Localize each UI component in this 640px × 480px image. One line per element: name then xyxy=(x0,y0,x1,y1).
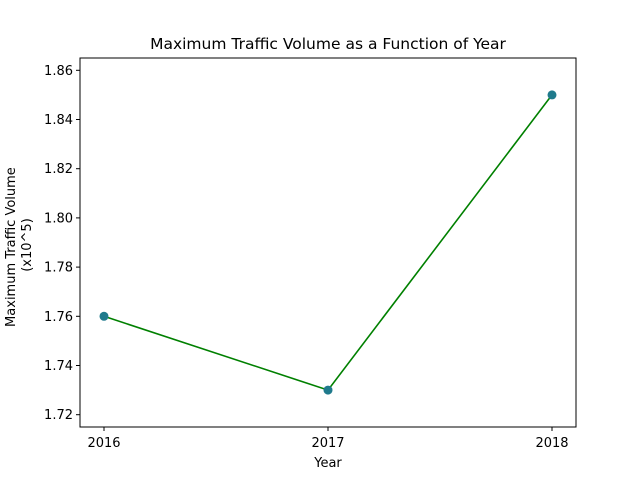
x-tick-label: 2016 xyxy=(87,436,120,451)
y-tick-label: 1.78 xyxy=(44,261,73,276)
y-axis-label-line-1: Maximum Traffic Volume xyxy=(4,167,19,327)
y-tick-label: 1.76 xyxy=(44,310,73,325)
y-axis-ticks: 1.72 1.74 1.76 1.78 1.80 1.82 1.84 1.86 xyxy=(44,64,80,423)
y-axis-label: Maximum Traffic Volume (x10^5) xyxy=(4,163,35,327)
y-tick-label: 1.72 xyxy=(44,408,73,423)
x-tick-label: 2017 xyxy=(311,436,344,451)
y-tick-label: 1.82 xyxy=(44,162,73,177)
x-tick-label: 2018 xyxy=(535,436,568,451)
data-point xyxy=(323,385,333,395)
y-tick-label: 1.80 xyxy=(44,211,73,226)
series-layer xyxy=(99,90,557,395)
data-point xyxy=(547,90,557,100)
x-axis-ticks: 2016 2017 2018 xyxy=(87,427,569,451)
chart-title: Maximum Traffic Volume as a Function of … xyxy=(150,35,506,53)
y-axis-label-line-2: (x10^5) xyxy=(20,218,35,272)
y-tick-label: 1.86 xyxy=(44,64,73,79)
y-tick-label: 1.74 xyxy=(44,359,73,374)
y-tick-label: 1.84 xyxy=(44,113,73,128)
data-point xyxy=(99,311,109,321)
x-axis-label: Year xyxy=(313,456,342,471)
